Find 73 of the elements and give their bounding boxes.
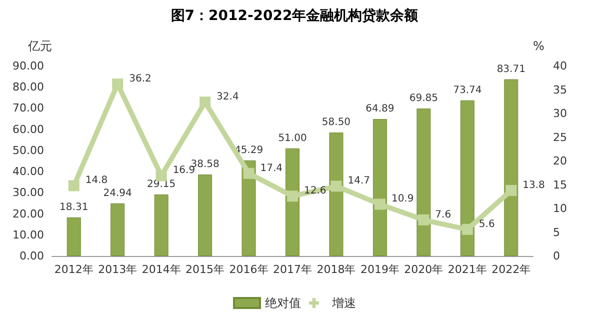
data-label: 14.8 bbox=[85, 175, 108, 186]
data-label: 69.85 bbox=[409, 93, 438, 104]
x-tick-label: 2012年 bbox=[54, 263, 94, 276]
x-tick-label: 2022年 bbox=[492, 263, 531, 276]
point bbox=[418, 214, 430, 226]
data-label: 17.4 bbox=[260, 162, 283, 174]
y-tick-label: 50.00 bbox=[12, 144, 44, 157]
x-tick-label: 2016年 bbox=[229, 263, 268, 276]
data-label: 10.9 bbox=[391, 194, 414, 205]
bar bbox=[110, 203, 125, 256]
y2-tick-label: 20 bbox=[553, 154, 567, 168]
data-label: 13.8 bbox=[522, 180, 545, 191]
bar bbox=[460, 100, 474, 256]
point bbox=[330, 180, 342, 192]
x-tick-label: 2017年 bbox=[273, 263, 312, 276]
bar bbox=[198, 174, 212, 256]
data-label: 32.4 bbox=[216, 92, 239, 103]
bar bbox=[66, 217, 81, 256]
data-label: 58.50 bbox=[322, 117, 351, 128]
point bbox=[200, 96, 211, 108]
y2-tick-label: 35 bbox=[553, 83, 567, 96]
y2-tick-label: 10 bbox=[553, 202, 567, 215]
data-label: 5.6 bbox=[478, 218, 495, 230]
bar bbox=[286, 148, 300, 256]
data-label: 24.94 bbox=[103, 188, 132, 199]
x-tick-label: 2014年 bbox=[142, 263, 181, 276]
chart-title: 图7：2012-2022年金融机构贷款余额 bbox=[170, 7, 420, 24]
y2-tick-label: 30 bbox=[553, 107, 567, 120]
y-tick-label: 0.00 bbox=[20, 250, 44, 262]
y2-axis-title: % bbox=[533, 39, 544, 53]
point bbox=[112, 78, 124, 90]
bar bbox=[329, 132, 344, 256]
y-tick-label: 80.00 bbox=[12, 80, 44, 94]
point bbox=[68, 180, 80, 192]
x-tick-label: 2018年 bbox=[316, 263, 356, 276]
x-tick-label: 2020年 bbox=[404, 263, 444, 276]
data-label: 64.89 bbox=[366, 104, 394, 115]
point bbox=[506, 184, 517, 196]
y2-tick-label: 0 bbox=[553, 250, 560, 262]
bar bbox=[372, 119, 387, 256]
data-label: 7.6 bbox=[435, 209, 452, 220]
bar bbox=[416, 108, 431, 256]
point bbox=[243, 168, 254, 179]
y-tick-label: 10.00 bbox=[12, 228, 44, 242]
y-tick-label: 40.00 bbox=[12, 165, 44, 178]
data-label: 14.7 bbox=[348, 176, 370, 187]
data-label: 51.00 bbox=[278, 132, 307, 144]
bar bbox=[154, 194, 168, 256]
legend-label: 绝对值 bbox=[265, 296, 301, 310]
x-tick-label: 2015年 bbox=[186, 263, 225, 276]
x-tick-label: 2019年 bbox=[360, 263, 400, 276]
y-tick-label: 90.00 bbox=[12, 60, 44, 72]
bar bbox=[504, 79, 518, 256]
point bbox=[287, 190, 298, 202]
point bbox=[462, 224, 473, 235]
point bbox=[374, 198, 386, 210]
y-tick-label: 60.00 bbox=[12, 122, 44, 136]
x-tick-label: 2013年 bbox=[98, 263, 138, 276]
y-tick-label: 30.00 bbox=[12, 186, 44, 200]
y2-tick-label: 25 bbox=[553, 130, 567, 144]
data-label: 36.2 bbox=[129, 74, 152, 85]
y-tick-label: 20.00 bbox=[12, 207, 44, 220]
data-label: 18.31 bbox=[60, 202, 88, 213]
y2-tick-label: 15 bbox=[553, 178, 567, 192]
y2-tick-label: 40 bbox=[553, 60, 567, 72]
y-tick-label: 70.00 bbox=[12, 102, 44, 115]
y2-tick-label: 5 bbox=[553, 226, 560, 239]
legend-label: 增速 bbox=[331, 296, 356, 310]
data-label: 16.9 bbox=[172, 165, 196, 176]
data-label: 73.74 bbox=[453, 84, 482, 96]
y-axis-title: 亿元 bbox=[27, 39, 52, 53]
x-tick-label: 2021年 bbox=[448, 263, 487, 276]
data-label: 83.71 bbox=[496, 64, 526, 75]
